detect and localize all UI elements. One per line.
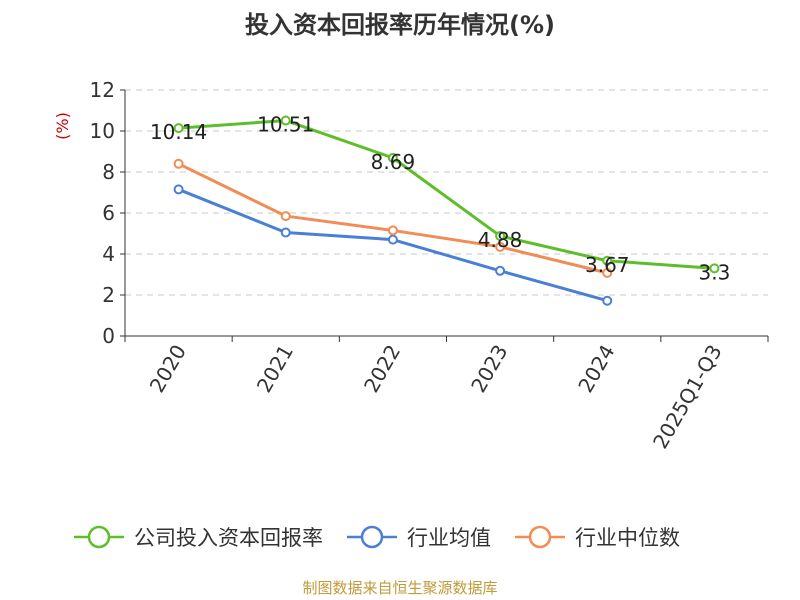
series-line-2 [177, 162, 608, 275]
data-label: 4.88 [478, 228, 523, 252]
legend-label: 行业均值 [407, 526, 491, 550]
x-tick-label: 2023 [466, 341, 512, 397]
legend-label: 公司投入资本回报率 [134, 526, 323, 550]
y-tick-label: 12 [90, 78, 115, 102]
chart-title: 投入资本回报率历年情况(%) [245, 11, 555, 39]
data-point [495, 241, 506, 252]
data-point [387, 225, 398, 236]
x-tick-label: 2020 [145, 341, 191, 397]
y-tick-label: 8 [102, 160, 115, 184]
legend-label: 行业中位数 [575, 526, 680, 550]
y-tick-label: 6 [102, 201, 115, 225]
data-point [602, 267, 613, 278]
data-label: 3.3 [699, 260, 731, 284]
y-tick-label: 10 [90, 119, 115, 143]
series-line-0 [178, 119, 715, 270]
legend-marker [528, 525, 552, 549]
data-label-layer: 10.14 10.51 8.69 4.88 3.67 3.3 [150, 113, 730, 285]
source-note: 制图数据来自恒生聚源数据库 [302, 579, 497, 597]
data-point [280, 227, 291, 238]
y-tick-label: 4 [102, 242, 115, 266]
legend-marker [87, 525, 111, 549]
legend-item-2: 行业中位数 [515, 525, 680, 550]
data-point [173, 123, 184, 134]
y-tick-label: 0 [102, 324, 115, 348]
data-label: 3.67 [585, 253, 630, 277]
x-tick-label: 2025Q1-Q3 [648, 341, 727, 453]
series-layer [173, 115, 720, 306]
data-point [173, 158, 184, 169]
y-axis-label: (%) [53, 112, 72, 140]
data-point [495, 230, 506, 241]
x-tick-label: 2022 [359, 341, 405, 397]
data-label: 10.14 [150, 120, 207, 144]
data-point [602, 295, 613, 306]
y-tick-label: 2 [102, 283, 115, 307]
data-point [495, 265, 506, 276]
data-point [387, 152, 398, 163]
data-point [173, 184, 184, 195]
data-point [280, 115, 291, 126]
data-point [709, 263, 720, 274]
data-label: 10.51 [257, 113, 314, 137]
data-point [602, 255, 613, 266]
data-point [387, 234, 398, 245]
data-point [280, 211, 291, 222]
x-tick-label: 2024 [573, 341, 619, 397]
legend-item-0: 公司投入资本回报率 [74, 525, 323, 550]
data-label: 8.69 [371, 150, 416, 174]
legend-item-1: 行业均值 [347, 525, 491, 550]
x-tick-label: 2021 [252, 341, 298, 397]
legend: 公司投入资本回报率 行业均值 行业中位数 [74, 525, 680, 550]
legend-marker [360, 525, 384, 549]
